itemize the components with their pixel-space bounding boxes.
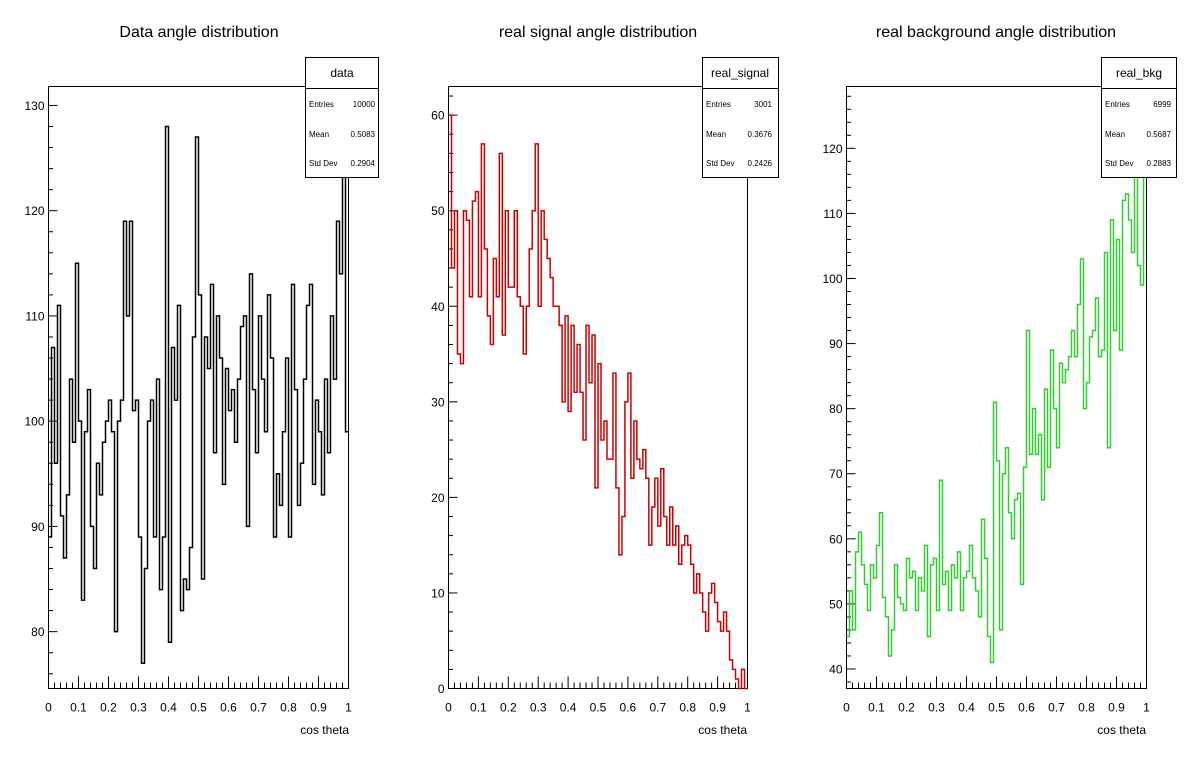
- x-tick-label: 0.6: [1018, 701, 1035, 715]
- y-tick-label: 120: [24, 204, 44, 218]
- x-tick-label: 0.1: [868, 701, 885, 715]
- histogram-line: [48, 125, 349, 664]
- y-tick-label: 100: [24, 415, 44, 429]
- stats-mean-label: Mean: [1105, 130, 1125, 139]
- x-tick-label: 0: [445, 701, 452, 715]
- stats-entries-label: Entries: [309, 100, 334, 109]
- x-tick-label: 0.5: [988, 701, 1005, 715]
- x-axis: 0 0.1 0.2 0.3 0.4 0.5 0.6 0.7 0.8 0.9 1: [843, 676, 1150, 715]
- x-tick-label: 1: [345, 701, 352, 715]
- x-tick-label: 0.3: [928, 701, 945, 715]
- panel-real-signal: real signal angle distribution 010203040…: [431, 24, 779, 737]
- stats-entries-value: 3001: [754, 100, 772, 109]
- x-axis-label: cos theta: [1097, 723, 1146, 737]
- y-tick-label: 0: [438, 682, 445, 696]
- x-tick-label: 0.8: [280, 701, 297, 715]
- x-axis-label: cos theta: [698, 723, 747, 737]
- x-tick-label: 0.2: [100, 701, 117, 715]
- y-tick-label: 60: [431, 109, 445, 123]
- x-tick-label: 0.5: [190, 701, 207, 715]
- x-tick-label: 0.2: [500, 701, 517, 715]
- y-tick-label: 90: [31, 520, 45, 534]
- panel-data: Data angle distribution 80 90 100 110 120 130…: [24, 24, 379, 737]
- x-tick-label: 0.3: [130, 701, 147, 715]
- y-axis: 40 50 60 70 80 90 100 110 120: [822, 95, 856, 683]
- x-tick-label: 0.7: [250, 701, 267, 715]
- x-tick-label: 0.8: [679, 701, 696, 715]
- y-tick-label: 90: [829, 337, 843, 351]
- x-tick-label: 0.7: [649, 701, 666, 715]
- x-tick-label: 0: [45, 701, 52, 715]
- x-tick-label: 1: [1143, 701, 1150, 715]
- y-tick-label: 110: [25, 309, 44, 323]
- x-tick-label: 0.6: [220, 701, 237, 715]
- y-tick-label: 50: [829, 597, 843, 611]
- y-tick-label: 80: [31, 625, 45, 639]
- stats-mean-label: Mean: [706, 130, 726, 139]
- stats-name: real_signal: [711, 66, 769, 80]
- x-tick-label: 0.5: [590, 701, 607, 715]
- stats-box: real_signal Entries 3001 Mean 0.3676 Std…: [702, 57, 779, 178]
- x-tick-label: 0.6: [620, 701, 637, 715]
- y-tick-label: 50: [431, 204, 445, 218]
- stats-entries-label: Entries: [1105, 100, 1130, 109]
- stats-entries-value: 6999: [1153, 100, 1171, 109]
- x-tick-label: 0.4: [958, 701, 975, 715]
- x-tick-label: 0.4: [560, 701, 577, 715]
- x-tick-label: 0: [843, 701, 850, 715]
- stats-mean-value: 0.5083: [351, 130, 376, 139]
- stats-entries-value: 10000: [353, 100, 376, 109]
- stats-stddev-value: 0.2904: [351, 159, 376, 168]
- x-tick-label: 0.9: [709, 701, 726, 715]
- y-tick-label: 70: [829, 467, 843, 481]
- x-tick-label: 0.3: [530, 701, 547, 715]
- stats-box: real_bkg Entries 6999 Mean 0.5687 Std De…: [1101, 57, 1177, 178]
- x-tick-label: 0.8: [1078, 701, 1095, 715]
- y-axis: 80 90 100 110 120 130: [24, 99, 58, 675]
- x-axis-label: cos theta: [300, 723, 349, 737]
- chart-title: real signal angle distribution: [499, 24, 697, 41]
- chart-title: Data angle distribution: [119, 24, 278, 41]
- stats-stddev-value: 0.2883: [1147, 159, 1172, 168]
- y-tick-label: 60: [829, 532, 843, 546]
- x-tick-label: 0.2: [898, 701, 915, 715]
- stats-stddev-value: 0.2426: [748, 159, 773, 168]
- stats-box: data Entries 10000 Mean 0.5083 Std Dev 0…: [305, 57, 379, 178]
- y-axis: 0 10 20 30 40 50 60: [431, 95, 458, 696]
- x-tick-label: 1: [744, 701, 751, 715]
- x-axis: 0 0.1 0.2 0.3 0.4 0.5 0.6 0.7 0.8 0.9 1: [45, 676, 352, 715]
- stats-name: real_bkg: [1116, 66, 1162, 80]
- panel-real-background: real background angle distribution 40 50 6…: [822, 24, 1177, 737]
- histogram-line: [448, 114, 748, 690]
- y-tick-label: 130: [24, 99, 44, 113]
- y-tick-label: 20: [431, 491, 445, 505]
- x-tick-label: 0.9: [310, 701, 327, 715]
- stats-stddev-label: Std Dev: [1105, 159, 1133, 168]
- y-tick-label: 80: [829, 402, 843, 416]
- stats-entries-label: Entries: [706, 100, 731, 109]
- x-tick-label: 0.4: [160, 701, 177, 715]
- stats-name: data: [330, 66, 354, 80]
- x-tick-label: 0.1: [470, 701, 487, 715]
- y-tick-label: 110: [823, 207, 842, 221]
- stats-mean-label: Mean: [309, 130, 329, 139]
- stats-mean-value: 0.3676: [748, 130, 773, 139]
- y-tick-label: 120: [822, 142, 842, 156]
- y-tick-label: 40: [829, 662, 843, 676]
- y-tick-label: 30: [431, 395, 445, 409]
- x-axis: 0 0.1 0.2 0.3 0.4 0.5 0.6 0.7 0.8 0.9 1: [445, 676, 751, 715]
- stats-mean-value: 0.5687: [1147, 130, 1172, 139]
- chart-title: real background angle distribution: [876, 24, 1116, 41]
- stats-stddev-label: Std Dev: [706, 159, 734, 168]
- y-tick-label: 40: [431, 300, 445, 314]
- histogram-line: [846, 134, 1147, 664]
- stats-stddev-label: Std Dev: [309, 159, 337, 168]
- x-tick-label: 0.7: [1048, 701, 1065, 715]
- x-tick-label: 0.1: [70, 701, 87, 715]
- y-tick-label: 10: [431, 586, 445, 600]
- x-tick-label: 0.9: [1108, 701, 1125, 715]
- y-tick-label: 100: [822, 272, 842, 286]
